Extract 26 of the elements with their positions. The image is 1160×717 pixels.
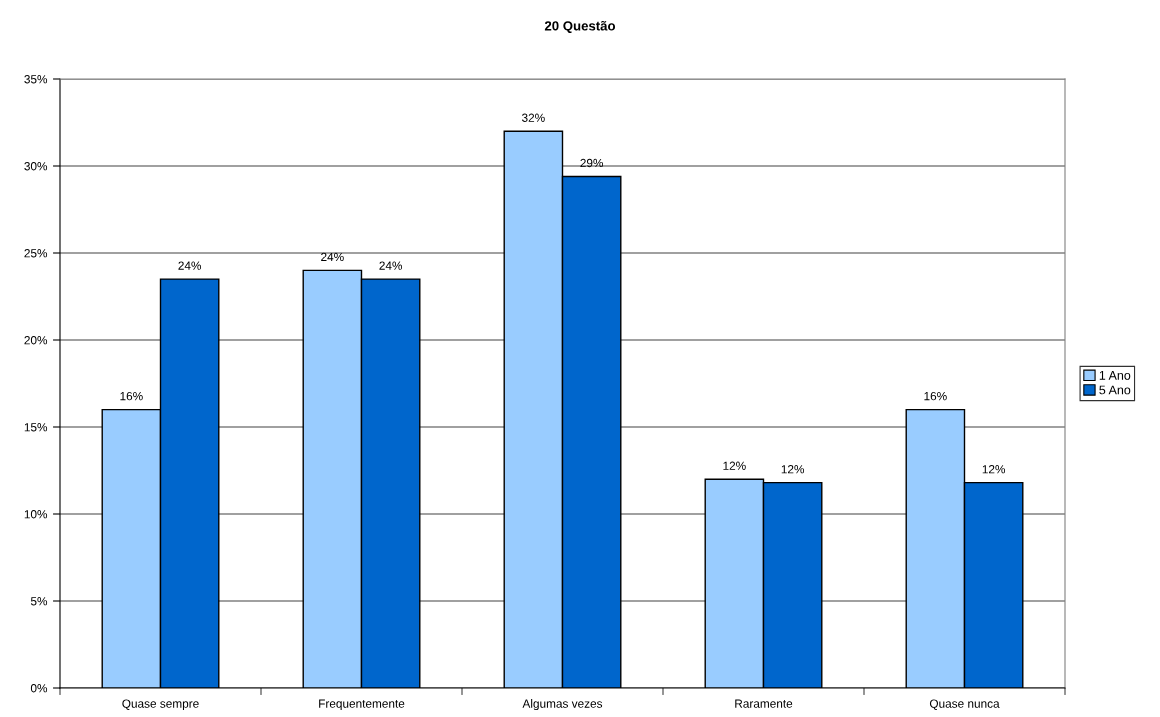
legend-label: 1 Ano — [1099, 371, 1131, 380]
y-tick-label: 30% — [24, 162, 48, 171]
data-label: 24% — [379, 261, 403, 270]
x-tick-label: Quase sempre — [122, 699, 199, 711]
legend-label: 5 Ano — [1099, 385, 1131, 395]
y-tick-label: 20% — [24, 336, 48, 345]
chart-title: 20 Questão — [544, 20, 616, 34]
y-tick-label: 10% — [24, 510, 48, 519]
y-tick-label: 25% — [24, 249, 48, 258]
data-label: 24% — [178, 261, 202, 270]
data-label: 16% — [924, 391, 947, 401]
x-tick-label: Quase nunca — [929, 699, 1000, 710]
data-label: 24% — [321, 252, 344, 262]
x-tick-label: Raramente — [735, 699, 793, 708]
y-tick-label: 15% — [24, 423, 48, 432]
data-label: 12% — [781, 465, 805, 474]
y-tick-label: 5% — [30, 597, 48, 606]
data-label: 12% — [723, 461, 746, 470]
x-tick-label: Algumas vezes — [522, 699, 603, 711]
data-label: 16% — [120, 391, 143, 401]
y-tick-label: 0% — [30, 684, 48, 693]
x-tick-label: Frequentemente — [319, 699, 405, 711]
data-label: 12% — [982, 465, 1006, 474]
y-tick-label: 35% — [24, 75, 48, 84]
data-label: 32% — [521, 113, 545, 122]
data-label: 29% — [580, 158, 604, 168]
